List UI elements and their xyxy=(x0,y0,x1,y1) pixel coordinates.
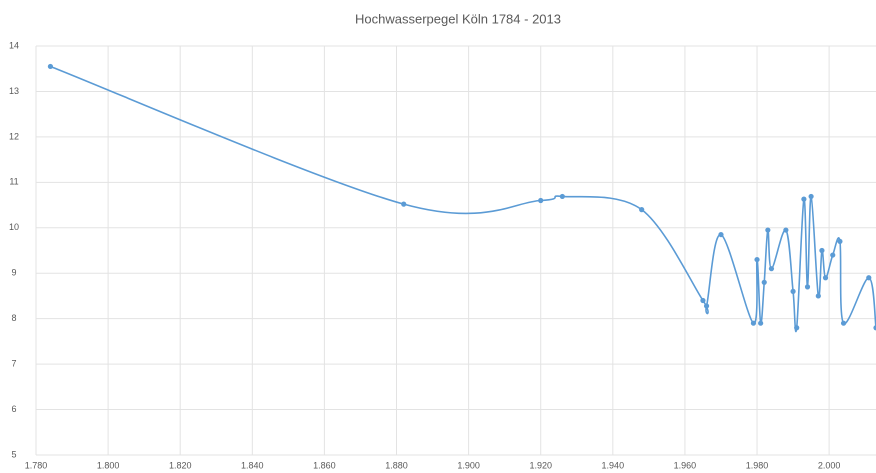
point xyxy=(768,266,775,272)
point xyxy=(703,303,710,309)
point xyxy=(866,275,872,281)
x-tick-label: 1.800 xyxy=(97,460,120,470)
point xyxy=(538,197,544,204)
y-tick-label: 14 xyxy=(9,40,19,50)
y-tick-label: 7 xyxy=(11,358,16,368)
y-tick-label: 9 xyxy=(11,268,16,278)
y-tick-label: 6 xyxy=(11,404,16,414)
point xyxy=(700,297,706,304)
chart-title: Hochwasserpegel Köln 1784 - 2013 xyxy=(355,11,561,26)
y-tick-label: 10 xyxy=(9,222,19,232)
x-tick-label: 1.940 xyxy=(602,460,625,470)
point xyxy=(873,325,876,331)
x-tick-label: 1.920 xyxy=(529,460,552,470)
point xyxy=(815,293,821,299)
point xyxy=(804,284,811,290)
point xyxy=(822,275,829,281)
point xyxy=(840,320,847,326)
point xyxy=(783,227,789,233)
x-tick-label: 1.900 xyxy=(457,460,480,470)
y-tick-label: 8 xyxy=(11,313,16,323)
x-tick-label: 1.960 xyxy=(674,460,697,470)
x-tick-label: 2.000 xyxy=(818,460,841,470)
y-tick-label: 12 xyxy=(9,131,19,141)
y-tick-label: 11 xyxy=(9,177,18,187)
point xyxy=(808,193,814,200)
y-tick-label: 13 xyxy=(9,86,19,96)
point xyxy=(801,196,807,202)
point xyxy=(830,252,836,258)
point xyxy=(718,231,724,238)
point xyxy=(761,279,767,285)
point xyxy=(794,325,800,331)
point xyxy=(401,201,407,207)
point xyxy=(790,288,796,294)
point xyxy=(559,193,565,200)
point xyxy=(750,320,757,326)
point xyxy=(758,320,764,326)
point xyxy=(754,256,760,263)
x-tick-label: 1.860 xyxy=(313,460,336,470)
plot-area xyxy=(47,63,876,333)
x-tick-label: 1.980 xyxy=(746,460,769,470)
x-tick-label: 1.780 xyxy=(25,460,48,470)
point xyxy=(837,238,843,245)
x-tick-label: 1.880 xyxy=(385,460,408,470)
x-tick-label: 1.840 xyxy=(241,460,264,470)
point xyxy=(765,227,771,233)
point xyxy=(639,207,645,213)
line xyxy=(50,65,876,333)
point xyxy=(47,63,54,70)
point xyxy=(819,247,825,254)
x-tick-label: 1.820 xyxy=(169,460,192,470)
y-tick-label: 5 xyxy=(11,449,16,459)
